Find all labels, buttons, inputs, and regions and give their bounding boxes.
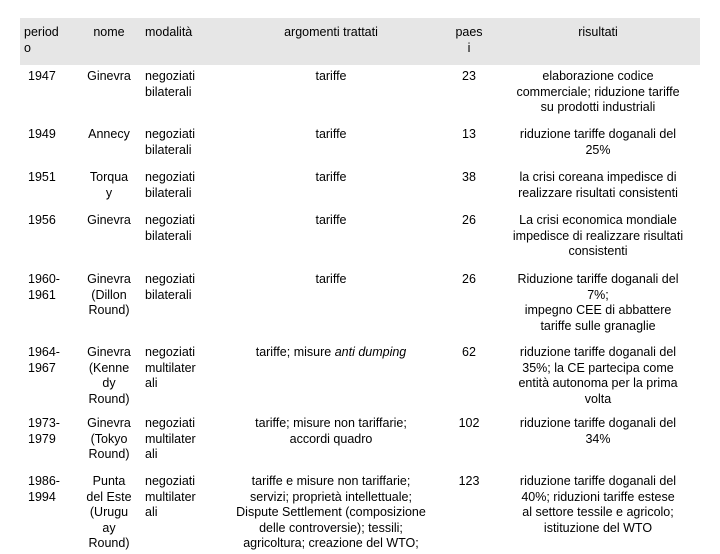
nome-cell: Ginevra (Tokyo Round) <box>87 416 131 461</box>
argomenti-cell: tariffe <box>220 268 442 341</box>
header-modalita: modalità <box>145 25 193 39</box>
modalita-cell: negoziati multilater ali <box>145 416 196 461</box>
table-row: 1956 Ginevra negoziati bilaterali tariffe 26… <box>20 209 700 268</box>
header-period: period o <box>24 25 59 55</box>
table-row: 1949 Annecy negoziati bilaterali tariffe 13 r… <box>20 123 700 166</box>
table-header-row: period o nome modalità argomenti trattat… <box>20 18 700 65</box>
argomenti-text: tariffe; misure non tariffarie; accordi … <box>255 416 407 446</box>
table-row: 1986- 1994 Punta del Este (Urugu ay Round… <box>20 470 700 554</box>
modalita-cell: negoziati bilaterali <box>145 213 196 243</box>
modalita-cell: negoziati multilater ali <box>145 474 196 519</box>
table-row: 1960- 1961 Ginevra (Dillon Round) negoziat… <box>20 268 700 341</box>
table-row: 1947 Ginevra negoziati bilaterali tariffe 23… <box>20 65 700 123</box>
argomenti-text: tariffe; misure <box>255 345 335 359</box>
table-row: 1964- 1967 Ginevra (Kenne dy Round) negozi… <box>20 341 700 412</box>
argomenti-italic-text: anti dumping <box>334 345 407 359</box>
risultati-cell: elaborazione codice commerciale; riduzio… <box>516 69 680 114</box>
modalita-cell: negoziati bilaterali <box>145 272 196 302</box>
period-cell: 1949 <box>28 127 56 141</box>
table-row: 1951 Torqua y negoziati bilaterali tariffe 3… <box>20 166 700 209</box>
period-cell: 1951 <box>28 170 56 184</box>
paesi-cell: 102 <box>458 416 480 430</box>
risultati-cell: La crisi economica mondiale impedisce di… <box>512 213 684 258</box>
risultati-cell: riduzione tariffe doganali del 34% <box>519 416 677 446</box>
paesi-cell: 13 <box>462 127 476 141</box>
period-cell: 1956 <box>28 213 56 227</box>
argomenti-cell: tariffe; misure anti dumping <box>220 341 442 412</box>
paesi-cell: 62 <box>462 345 476 359</box>
argomenti-text: tariffe <box>315 272 347 286</box>
period-cell: 1964- 1967 <box>28 345 60 375</box>
nome-cell: Ginevra <box>87 213 131 227</box>
argomenti-text: tariffe <box>315 69 347 83</box>
period-cell: 1973- 1979 <box>28 416 60 446</box>
paesi-cell: 26 <box>462 272 476 286</box>
modalita-cell: negoziati bilaterali <box>145 170 196 200</box>
header-paesi: paes i <box>455 25 483 55</box>
nome-cell: Punta del Este (Urugu ay Round) <box>86 474 132 550</box>
argomenti-text: tariffe <box>315 213 347 227</box>
header-nome: nome <box>93 25 125 39</box>
modalita-cell: negoziati multilater ali <box>145 345 196 390</box>
nome-cell: Ginevra (Kenne dy Round) <box>87 345 131 406</box>
argomenti-text: tariffe <box>315 127 347 141</box>
risultati-cell: Riduzione tariffe doganali del 7%; impeg… <box>517 272 679 333</box>
nome-cell: Torqua y <box>89 170 129 200</box>
risultati-cell: riduzione tariffe doganali del 35%; la C… <box>518 345 678 406</box>
header-risultati: risultati <box>578 25 618 39</box>
argomenti-text: tariffe <box>315 170 347 184</box>
paesi-cell: 38 <box>462 170 476 184</box>
argomenti-cell: tariffe; misure non tariffarie; accordi … <box>220 412 442 470</box>
argomenti-cell: tariffe e misure non tariffarie; servizi… <box>220 470 442 554</box>
argomenti-text: tariffe e misure non tariffarie; servizi… <box>236 474 426 550</box>
table-row: 1973- 1979 Ginevra (Tokyo Round) negoziati… <box>20 412 700 470</box>
nome-cell: Ginevra (Dillon Round) <box>87 272 131 317</box>
gatt-rounds-table: period o nome modalità argomenti trattat… <box>20 18 700 554</box>
period-cell: 1960- 1961 <box>28 272 60 302</box>
modalita-cell: negoziati bilaterali <box>145 127 196 157</box>
argomenti-cell: tariffe <box>220 123 442 166</box>
period-cell: 1947 <box>28 69 56 83</box>
paesi-cell: 123 <box>458 474 480 488</box>
document-page: period o nome modalità argomenti trattat… <box>20 18 700 550</box>
nome-cell: Ginevra <box>87 69 131 83</box>
argomenti-cell: tariffe <box>220 209 442 268</box>
risultati-cell: la crisi coreana impedisce di realizzare… <box>518 170 678 200</box>
argomenti-cell: tariffe <box>220 166 442 209</box>
risultati-cell: riduzione tariffe doganali del 25% <box>519 127 677 157</box>
period-cell: 1986- 1994 <box>28 474 60 504</box>
header-argomenti: argomenti trattati <box>284 25 378 39</box>
risultati-cell: riduzione tariffe doganali del 40%; ridu… <box>519 474 677 535</box>
nome-cell: Annecy <box>88 127 130 141</box>
paesi-cell: 23 <box>462 69 476 83</box>
modalita-cell: negoziati bilaterali <box>145 69 196 99</box>
paesi-cell: 26 <box>462 213 476 227</box>
argomenti-cell: tariffe <box>220 65 442 123</box>
